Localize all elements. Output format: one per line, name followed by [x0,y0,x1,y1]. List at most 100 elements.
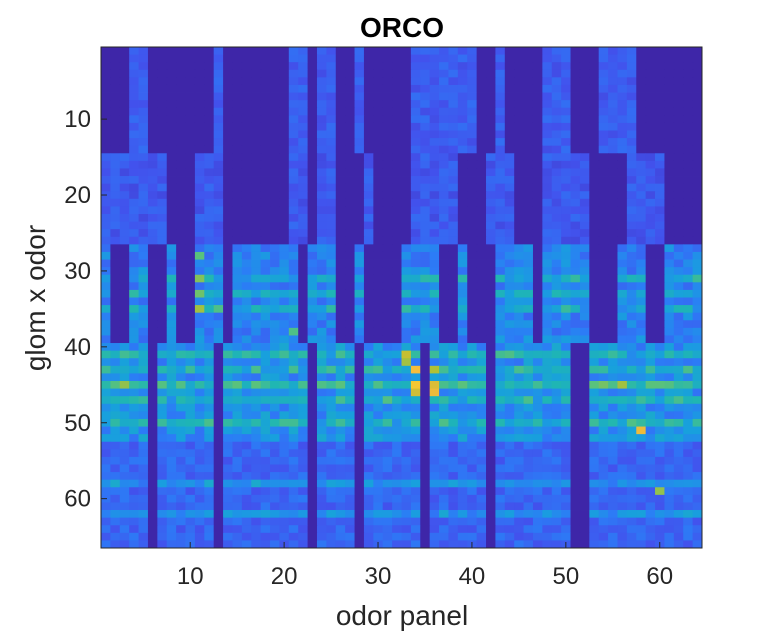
heatmap-cell [523,540,534,549]
heatmap-cell [185,449,196,458]
heatmap-cell [579,198,590,207]
heatmap-cell [279,259,290,268]
heatmap-cell [683,54,694,63]
heatmap-cell [326,54,337,63]
heatmap-cell [410,54,421,63]
heatmap-cell [504,229,515,238]
heatmap-cell [457,259,468,268]
heatmap-cell [523,153,534,162]
heatmap-cell [316,456,327,465]
heatmap-cell [410,540,421,549]
heatmap-cell [392,183,402,192]
heatmap-cell [626,358,637,367]
heatmap-cell [129,47,139,55]
heatmap-cell [523,77,534,86]
heatmap-cell [532,381,543,389]
heatmap-cell [542,115,553,124]
heatmap-cell [561,122,571,131]
heatmap-cell [655,251,665,260]
heatmap-cell [683,472,694,481]
heatmap-cell [382,198,393,207]
heatmap-cell [260,168,271,177]
heatmap-cell [401,320,412,329]
heatmap-cell [110,168,121,177]
heatmap-cell [673,358,684,367]
heatmap-cell [213,183,224,192]
heatmap-cell [176,244,186,253]
heatmap-cell [486,115,496,124]
heatmap-cell [589,373,600,382]
heatmap-cell [486,305,496,314]
heatmap-cell [598,62,609,71]
heatmap-cell [326,244,337,253]
heatmap-cell [448,168,459,177]
heatmap-cell [570,381,581,389]
heatmap-cell [410,517,421,526]
heatmap-cell [392,418,402,427]
heatmap-cell [101,214,111,222]
x-tick-label: 50 [552,563,579,590]
heatmap-cell [316,479,327,488]
heatmap-cell [410,236,421,245]
heatmap-cell [204,449,215,458]
heatmap-cell [692,214,703,222]
heatmap-cell [354,77,365,86]
heatmap-cell [542,168,553,177]
heatmap-cell [429,381,440,389]
heatmap-cell [542,426,553,435]
heatmap-cell [645,358,656,367]
heatmap-cell [673,396,684,405]
heatmap-cell [645,145,656,154]
heatmap-cell [363,198,374,207]
heatmap-cell [354,487,365,496]
heatmap-cell [279,115,290,124]
heatmap-cell [429,312,440,321]
heatmap-cell [457,441,468,450]
heatmap-cell [664,312,675,321]
heatmap-cell [270,297,280,306]
heatmap-cell [532,54,543,63]
heatmap-cell [410,472,421,481]
heatmap-cell [232,54,243,63]
heatmap-cell [129,525,139,534]
heatmap-cell [335,138,346,147]
heatmap-cell [542,221,553,230]
heatmap-cell [410,100,421,109]
heatmap-cell [532,456,543,465]
heatmap-cell [551,335,562,344]
heatmap-cell [270,479,280,488]
heatmap-cell [345,183,355,192]
heatmap-cell [467,176,478,185]
heatmap-cell [476,47,487,55]
heatmap-cell [542,153,553,162]
heatmap-cell [448,267,459,276]
heatmap-cell [561,62,571,71]
heatmap-cell [420,62,431,71]
heatmap-cell [467,274,478,283]
heatmap-cell [241,494,252,503]
heatmap-cell [570,130,581,139]
heatmap-cell [457,297,468,306]
heatmap-cell [636,472,647,481]
heatmap-cell [316,396,327,405]
heatmap-cell [270,456,280,465]
heatmap-cell [439,274,449,283]
heatmap-cell [166,267,177,276]
heatmap-cell [532,130,543,139]
heatmap-cell [373,62,384,71]
heatmap-cell [101,365,111,374]
heatmap-cell [307,388,318,397]
heatmap-cell [429,418,440,427]
heatmap-cell [429,221,440,230]
heatmap-cell [213,214,224,222]
heatmap-cell [373,403,384,412]
x-tick-label: 10 [177,563,204,590]
heatmap-cell [392,517,402,526]
heatmap-cell [345,274,355,283]
heatmap-cell [392,138,402,147]
heatmap-cell [288,183,299,192]
heatmap-cell [429,69,440,78]
heatmap-cell [655,335,665,344]
heatmap-cell [166,335,177,344]
heatmap-cell [617,138,628,147]
